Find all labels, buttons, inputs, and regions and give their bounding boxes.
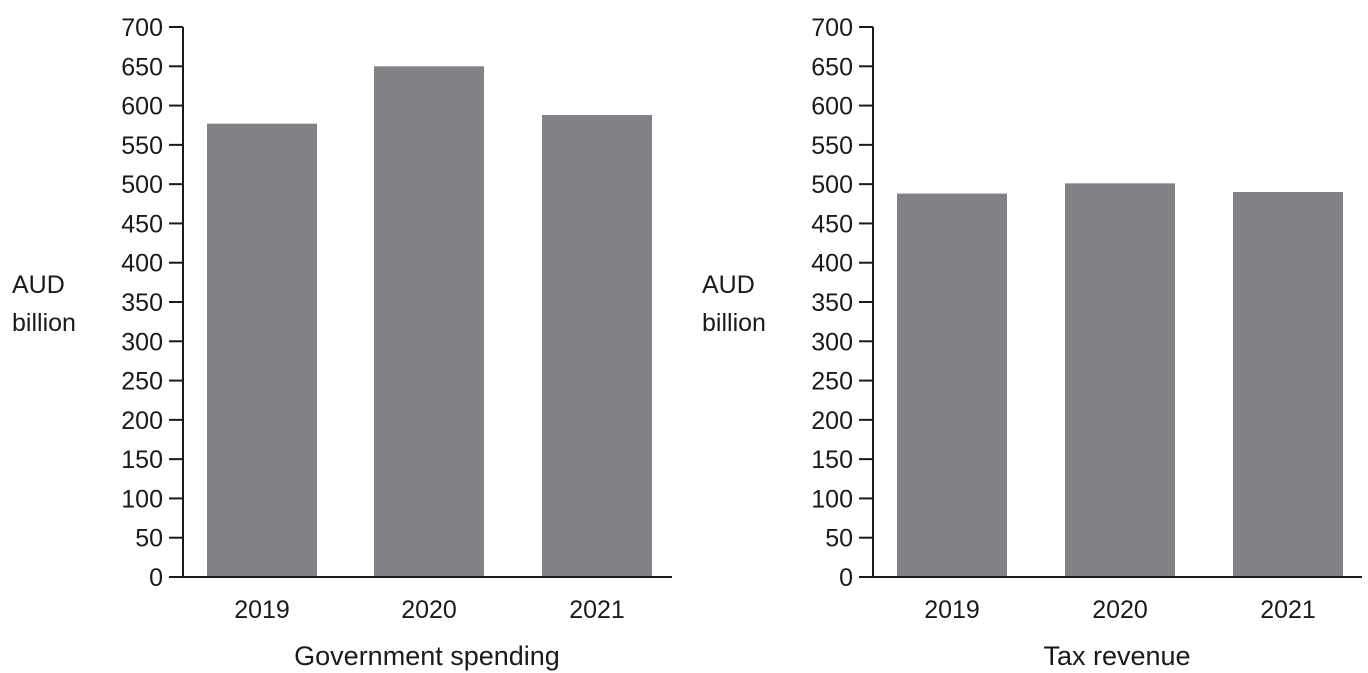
bars (207, 66, 652, 578)
bar-2020 (1065, 183, 1175, 577)
y-axis-label-line-2: billion (12, 309, 76, 337)
y-tick-label: 100 (121, 485, 163, 513)
y-tick-label: 600 (121, 93, 163, 121)
y-tick-label: 250 (811, 368, 853, 396)
x-tick-label: 2021 (569, 596, 625, 624)
bar-2020 (374, 66, 484, 578)
y-tick-label: 500 (811, 171, 853, 199)
y-tick-label: 0 (149, 564, 163, 592)
bar-2019 (897, 193, 1007, 578)
y-axis-label-line-1: AUD (12, 271, 65, 299)
y-tick-label: 700 (811, 14, 853, 42)
x-axis-tick-labels: 2019 2020 2021 (924, 596, 1316, 624)
y-axis-ticks: 0 50 100 150 200 250 300 350 400 450 500 550 600 650 7… (811, 14, 873, 592)
y-tick-label: 550 (121, 132, 163, 160)
x-axis-label: Government spending (294, 641, 560, 671)
y-tick-label: 500 (121, 171, 163, 199)
y-tick-label: 400 (121, 250, 163, 278)
y-tick-label: 200 (121, 407, 163, 435)
y-tick-label: 250 (121, 368, 163, 396)
x-axis-label: Tax revenue (1043, 641, 1190, 671)
y-tick-label: 700 (121, 14, 163, 42)
y-tick-label: 50 (825, 525, 853, 553)
x-tick-label: 2020 (401, 596, 457, 624)
y-axis-label-line-2: billion (702, 309, 766, 337)
x-tick-label: 2019 (924, 596, 980, 624)
y-axis-ticks: 0 50 100 150 200 250 300 350 400 450 500 550 600 650 7… (121, 14, 183, 592)
y-tick-label: 300 (811, 328, 853, 356)
y-tick-label: 350 (121, 289, 163, 317)
y-tick-label: 450 (121, 210, 163, 238)
tax-revenue-chart: AUD billion 0 50 100 150 200 250 300 350 400 450 5… (702, 14, 1362, 671)
y-tick-label: 400 (811, 250, 853, 278)
y-tick-label: 450 (811, 210, 853, 238)
y-tick-label: 650 (121, 53, 163, 81)
y-tick-label: 200 (811, 407, 853, 435)
y-tick-label: 350 (811, 289, 853, 317)
bar-2019 (207, 123, 317, 578)
x-tick-label: 2020 (1092, 596, 1148, 624)
bar-2021 (542, 115, 652, 577)
y-tick-label: 50 (135, 525, 163, 553)
x-tick-label: 2019 (234, 596, 290, 624)
bars (897, 183, 1343, 578)
y-tick-label: 300 (121, 328, 163, 356)
y-tick-label: 100 (811, 485, 853, 513)
bar-2021 (1233, 192, 1343, 577)
x-axis-tick-labels: 2019 2020 2021 (234, 596, 625, 624)
y-tick-label: 150 (121, 446, 163, 474)
y-axis-label-line-1: AUD (702, 271, 755, 299)
y-tick-label: 150 (811, 446, 853, 474)
y-tick-label: 600 (811, 93, 853, 121)
y-tick-label: 650 (811, 53, 853, 81)
government-spending-chart: AUD billion 0 50 100 150 200 250 300 350 400 450 5… (12, 14, 672, 671)
y-tick-label: 550 (811, 132, 853, 160)
y-tick-label: 0 (839, 564, 853, 592)
x-tick-label: 2021 (1260, 596, 1316, 624)
